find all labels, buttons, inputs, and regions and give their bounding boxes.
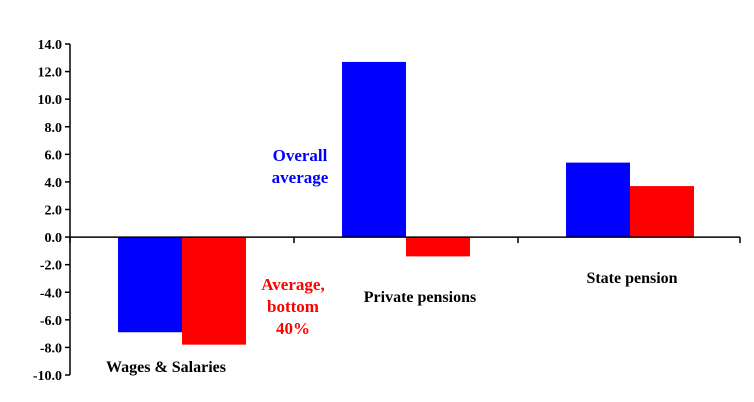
y-tick-label: 8.0 bbox=[45, 121, 63, 136]
y-tick-label: 12.0 bbox=[38, 66, 63, 81]
y-tick-label: -10.0 bbox=[33, 369, 62, 384]
y-tick-label: -6.0 bbox=[40, 314, 62, 329]
y-tick-label: 4.0 bbox=[45, 176, 63, 191]
x-axis bbox=[69, 236, 741, 244]
y-tick-label: -4.0 bbox=[40, 286, 62, 301]
category-label: State pension bbox=[586, 270, 677, 287]
y-tick-label: 2.0 bbox=[45, 204, 63, 219]
y-tick-label: 10.0 bbox=[38, 93, 63, 108]
bar-series1-1 bbox=[342, 61, 406, 238]
bar-series2-0 bbox=[182, 237, 246, 345]
annotations: Overall average Average, bottom 40% bbox=[261, 146, 328, 338]
y-tick-label: 0.0 bbox=[45, 231, 63, 246]
bar-series1-0 bbox=[118, 237, 182, 333]
category-label: Wages & Salaries bbox=[106, 359, 226, 376]
y-tick-label: 6.0 bbox=[45, 148, 63, 163]
y-tick-label: 14.0 bbox=[38, 38, 63, 53]
y-tick-label: -2.0 bbox=[40, 259, 62, 274]
category-labels: Wages & Salaries Private pensions State pe… bbox=[106, 270, 678, 376]
bars bbox=[118, 61, 694, 345]
annotation-label: Overall average bbox=[272, 146, 329, 187]
annotation-label: Average, bottom 40% bbox=[261, 275, 324, 338]
y-axis: 14.0 12.0 10.0 8.0 6.0 4.0 2.0 0.0 -2.0 -4.0 -6.0 -… bbox=[33, 38, 71, 384]
y-tick-label: -8.0 bbox=[40, 341, 62, 356]
bar-series2-2 bbox=[630, 186, 694, 238]
category-label: Private pensions bbox=[364, 289, 476, 306]
bar-series1-2 bbox=[566, 162, 630, 238]
bar-series2-1 bbox=[406, 237, 470, 257]
